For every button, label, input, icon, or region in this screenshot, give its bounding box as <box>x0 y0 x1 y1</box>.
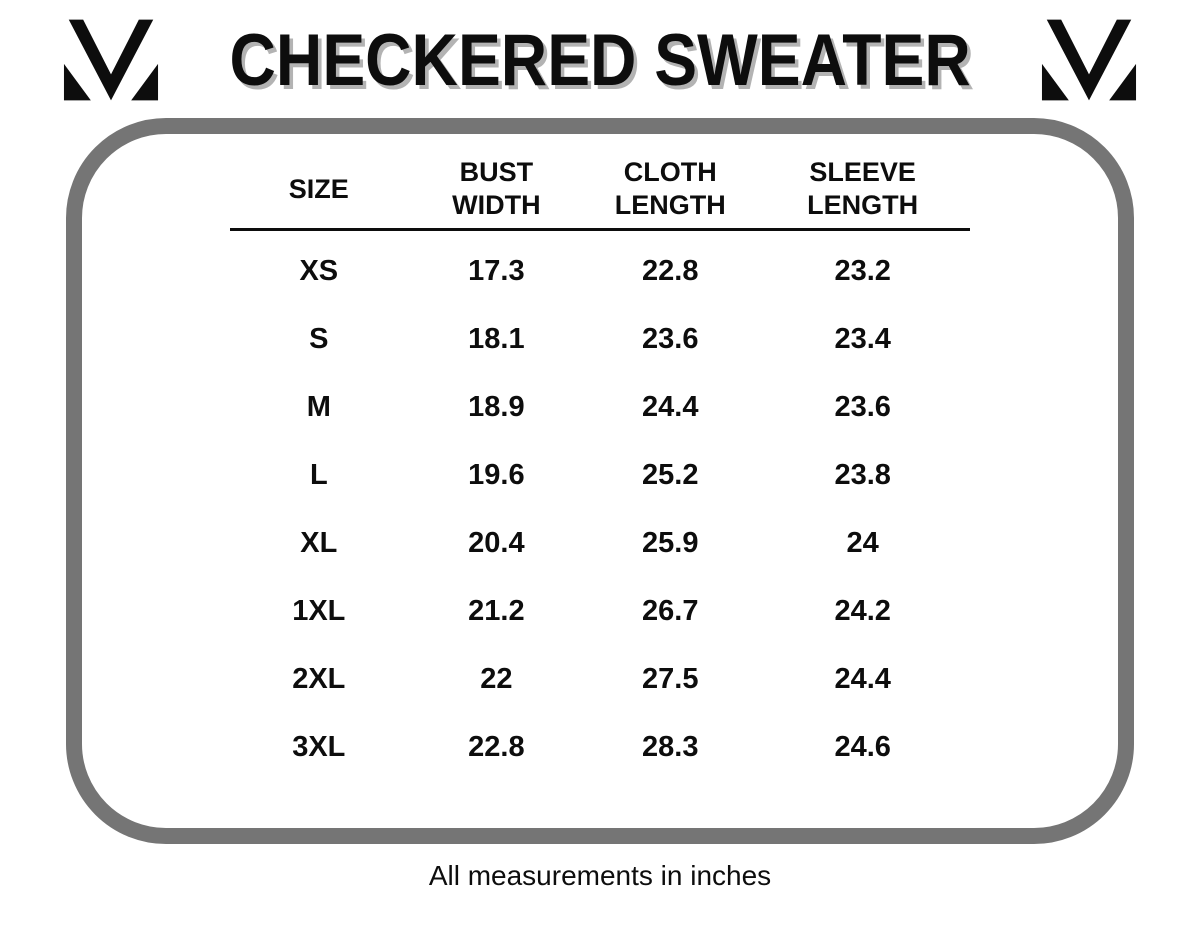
measurements-note: All measurements in inches <box>428 860 772 891</box>
measurement-value: 24 <box>846 526 879 559</box>
size-label: 3XL <box>292 730 346 763</box>
size-chart-table: SIZE BUST WIDTH CLOTH LENGTH SLEEVE LENG… <box>230 156 970 781</box>
measurement-value: 24.6 <box>834 730 891 763</box>
size-label: L <box>309 458 328 491</box>
table-row: XS 17.3 22.8 23.2 <box>230 237 970 305</box>
measurement-value: 25.2 <box>642 458 699 491</box>
measurement-value: 24.4 <box>642 390 699 423</box>
table-row: XL 20.4 25.9 24 <box>230 509 970 577</box>
measurement-value: 18.1 <box>468 322 525 355</box>
measurement-value: 23.4 <box>834 322 891 355</box>
measurement-value: 28.3 <box>642 730 699 763</box>
measurement-value: 23.6 <box>834 390 891 423</box>
size-chart-panel <box>66 118 1134 844</box>
column-header-bust-width: BUST WIDTH <box>452 157 541 220</box>
measurement-value: 22.8 <box>468 730 525 763</box>
measurement-value: 19.6 <box>468 458 525 491</box>
table-row: S 18.1 23.6 23.4 <box>230 305 970 373</box>
table-header-row: SIZE BUST WIDTH CLOTH LENGTH SLEEVE LENG… <box>230 156 970 231</box>
column-header-cloth-length: CLOTH LENGTH <box>614 157 726 220</box>
column-header-sleeve-length: SLEEVE LENGTH <box>807 157 919 220</box>
table-row: 1XL 21.2 26.7 24.2 <box>230 577 970 645</box>
size-label: XL <box>300 526 338 559</box>
page-title: CHECKERED SWEATER <box>229 19 971 101</box>
measurement-value: 21.2 <box>468 594 525 627</box>
measurement-value: 20.4 <box>468 526 525 559</box>
size-label: 2XL <box>292 662 346 695</box>
table-row: 2XL 22 27.5 24.4 <box>230 645 970 713</box>
size-label: M <box>306 390 331 423</box>
measurement-value: 23.2 <box>834 254 891 287</box>
size-label: XS <box>299 254 339 287</box>
measurement-value: 27.5 <box>642 662 699 695</box>
measurement-value: 18.9 <box>468 390 525 423</box>
measurement-value: 25.9 <box>642 526 699 559</box>
size-label: 1XL <box>292 594 346 627</box>
column-header-size: SIZE <box>288 173 349 204</box>
brand-m-logo-icon <box>1041 18 1137 102</box>
measurement-value: 24.4 <box>834 662 891 695</box>
table-row: 3XL 22.8 28.3 24.6 <box>230 713 970 781</box>
measurement-value: 22 <box>480 662 513 695</box>
measurement-value: 17.3 <box>468 254 525 287</box>
measurement-value: 24.2 <box>834 594 891 627</box>
measurement-value: 26.7 <box>642 594 699 627</box>
size-label: S <box>309 322 329 355</box>
measurement-value: 23.6 <box>642 322 699 355</box>
brand-m-logo-icon <box>63 18 159 102</box>
table-body: XS 17.3 22.8 23.2 S 18.1 23.6 23.4 M 18.… <box>230 231 970 781</box>
measurement-value: 23.8 <box>834 458 891 491</box>
measurement-value: 22.8 <box>642 254 699 287</box>
table-row: L 19.6 25.2 23.8 <box>230 441 970 509</box>
page-header: CHECKERED SWEATER <box>0 10 1200 110</box>
table-row: M 18.9 24.4 23.6 <box>230 373 970 441</box>
